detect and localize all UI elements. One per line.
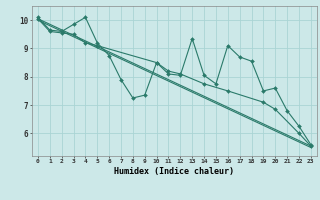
- X-axis label: Humidex (Indice chaleur): Humidex (Indice chaleur): [115, 167, 234, 176]
